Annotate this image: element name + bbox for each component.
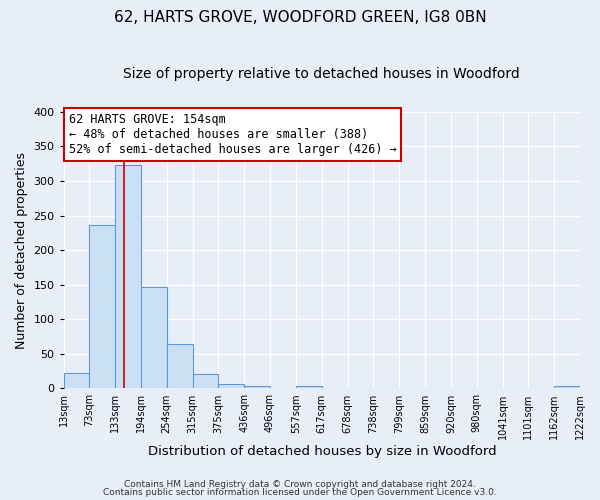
Bar <box>554 386 580 388</box>
Bar <box>89 225 115 388</box>
Title: Size of property relative to detached houses in Woodford: Size of property relative to detached ho… <box>124 68 520 82</box>
Bar <box>141 288 167 388</box>
Bar <box>115 165 141 388</box>
Bar <box>64 373 89 388</box>
Bar <box>296 386 322 388</box>
Text: Contains HM Land Registry data © Crown copyright and database right 2024.: Contains HM Land Registry data © Crown c… <box>124 480 476 489</box>
Text: Contains public sector information licensed under the Open Government Licence v3: Contains public sector information licen… <box>103 488 497 497</box>
Text: 62, HARTS GROVE, WOODFORD GREEN, IG8 0BN: 62, HARTS GROVE, WOODFORD GREEN, IG8 0BN <box>113 10 487 25</box>
Y-axis label: Number of detached properties: Number of detached properties <box>15 152 28 348</box>
Text: 62 HARTS GROVE: 154sqm
← 48% of detached houses are smaller (388)
52% of semi-de: 62 HARTS GROVE: 154sqm ← 48% of detached… <box>69 113 397 156</box>
Bar <box>167 344 193 389</box>
Bar <box>218 384 244 388</box>
Bar <box>193 374 218 388</box>
Bar <box>244 386 270 388</box>
X-axis label: Distribution of detached houses by size in Woodford: Distribution of detached houses by size … <box>148 444 496 458</box>
